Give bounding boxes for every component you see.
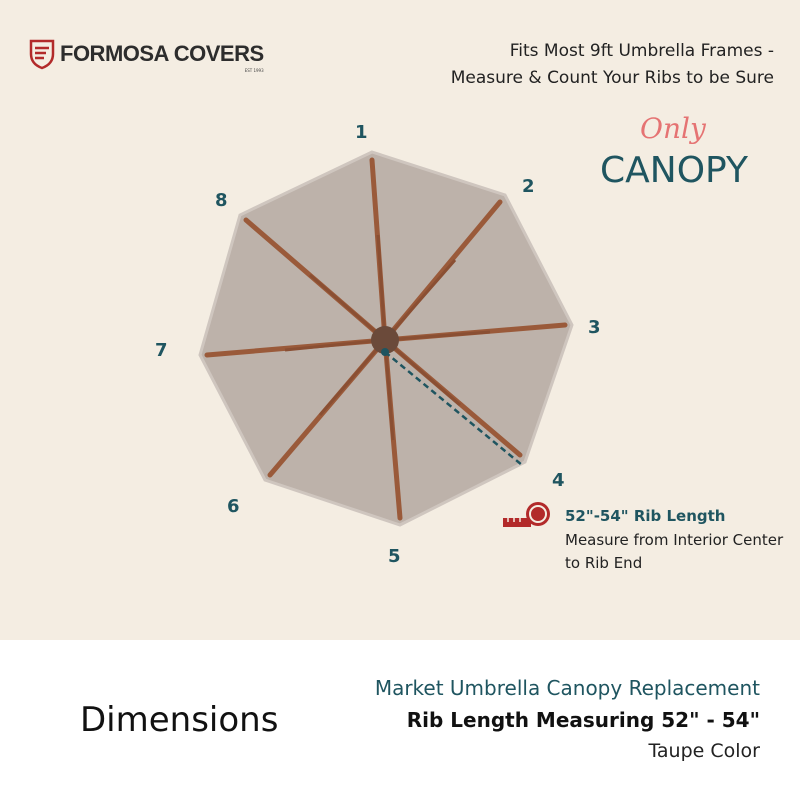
brand-est: EST 1993: [244, 68, 264, 73]
rib-length-spec: Rib Length Measuring 52" - 54": [406, 708, 760, 732]
tape-measure-icon: [503, 502, 550, 527]
rib-number-1: 1: [355, 122, 368, 143]
shield-logo-icon: [29, 39, 55, 70]
rib-length-description: Measure from Interior Center to Rib End: [565, 531, 784, 572]
headline-line2: Measure & Count Your Ribs to be Sure: [450, 68, 774, 88]
color-spec: Taupe Color: [648, 740, 760, 762]
rib-number-6: 6: [227, 496, 240, 517]
rib-number-3: 3: [588, 317, 601, 338]
rib-number-7: 7: [155, 340, 168, 361]
rib-number-8: 8: [215, 190, 228, 211]
headline-line1: Fits Most 9ft Umbrella Frames -: [509, 41, 774, 61]
rib-number-2: 2: [522, 176, 535, 197]
dimensions-title: Dimensions: [80, 700, 279, 740]
canopy-label: CANOPY: [600, 150, 748, 191]
hub: [371, 326, 399, 354]
rib-length-title: 52"-54" Rib Length: [565, 507, 726, 525]
only-label: Only: [640, 112, 706, 145]
product-name: Market Umbrella Canopy Replacement: [374, 676, 760, 700]
headline: Fits Most 9ft Umbrella Frames - Measure …: [451, 38, 774, 92]
struts: [284, 234, 491, 441]
brand-logo: FORMOSA COVERS EST 1993: [28, 38, 264, 73]
brand-name: FORMOSA COVERS: [60, 41, 264, 66]
footer-panel: [0, 640, 800, 800]
rib-number-4: 4: [552, 470, 565, 491]
umbrella-canopy-illustration: [198, 150, 574, 527]
rib-number-5: 5: [388, 546, 401, 567]
